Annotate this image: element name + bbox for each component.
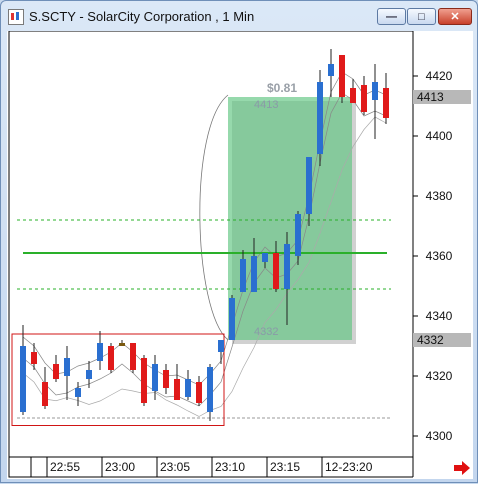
box-bottom-label: 4332 — [254, 326, 278, 338]
candle-body[interactable] — [262, 253, 268, 262]
price-tick-label: 4340 — [426, 309, 453, 323]
candle-body[interactable] — [251, 256, 257, 292]
price-tick-label: 4420 — [426, 69, 453, 83]
candle-body[interactable] — [152, 364, 158, 391]
candle-body[interactable] — [53, 364, 59, 379]
time-tick-label: 23:00 — [105, 460, 135, 474]
candle-body[interactable] — [130, 343, 136, 370]
time-tick-label: 22:55 — [50, 460, 80, 474]
window-title: S.SCTY - SolarCity Corporation , 1 Min — [29, 9, 255, 24]
candle-body[interactable] — [284, 244, 290, 289]
candle-body[interactable] — [185, 379, 191, 397]
candle-body[interactable] — [383, 88, 389, 118]
price-tick-label: 4300 — [426, 429, 453, 443]
candle-body[interactable] — [273, 253, 279, 289]
price-tick-label: 4360 — [426, 249, 453, 263]
maximize-button[interactable]: □ — [407, 8, 436, 25]
profit-zone-box[interactable] — [228, 97, 352, 340]
candle-body[interactable] — [196, 382, 202, 403]
close-icon: ✕ — [450, 11, 460, 23]
candle-body[interactable] — [42, 382, 48, 406]
moving-average-line — [22, 116, 387, 417]
time-axis: 22:55 23:00 23:05 23:10 23:15 12-23:20 — [46, 457, 373, 477]
box-top-label: 4413 — [254, 99, 278, 111]
candle-body[interactable] — [31, 352, 37, 364]
time-tick-label: 23:10 — [215, 460, 245, 474]
candle-body[interactable] — [174, 379, 180, 400]
candle-body[interactable] — [86, 370, 92, 379]
moving-average-line — [22, 92, 387, 407]
current-price-label: 4413 — [417, 90, 444, 104]
candle-body[interactable] — [372, 82, 378, 100]
time-tick-label: 23:05 — [160, 460, 190, 474]
candle-body[interactable] — [339, 55, 345, 97]
candle-body[interactable] — [361, 85, 367, 112]
chart-area[interactable]: $0.81 4413 4332 4300 4320 4340 4360 4380 4400… — [7, 30, 473, 479]
candle-body[interactable] — [295, 214, 301, 256]
minimize-icon: — — [386, 11, 397, 23]
chart-app-icon[interactable] — [8, 9, 24, 25]
price-tick-label: 4380 — [426, 189, 453, 203]
minimize-button[interactable]: — — [377, 8, 406, 25]
candle-body[interactable] — [20, 346, 26, 412]
candle-body[interactable] — [350, 88, 356, 103]
entry-price-box — [413, 333, 471, 347]
time-tick-label: 23:15 — [270, 460, 300, 474]
price-tick-label: 4320 — [426, 369, 453, 383]
candlestick-chart[interactable]: $0.81 4413 4332 4300 4320 4340 4360 4380 4400… — [7, 30, 473, 479]
moving-averages — [22, 71, 387, 417]
scroll-right-arrow-icon[interactable] — [453, 460, 471, 476]
price-axis: 4300 4320 4340 4360 4380 4400 4420 — [413, 69, 453, 443]
title-bar[interactable]: S.SCTY - SolarCity Corporation , 1 Min —… — [1, 1, 477, 31]
consolidation-box[interactable] — [11, 333, 225, 426]
entry-price-label: 4332 — [417, 333, 444, 347]
current-price-box — [413, 90, 471, 104]
candle-body[interactable] — [163, 370, 169, 388]
candle-body[interactable] — [218, 340, 224, 352]
candle-body[interactable] — [229, 298, 235, 340]
candle-body[interactable] — [306, 157, 312, 214]
candle-body[interactable] — [207, 367, 213, 412]
candle-body[interactable] — [75, 388, 81, 397]
price-tick-label: 4400 — [426, 129, 453, 143]
arc-curve — [199, 94, 229, 341]
candles — [20, 49, 389, 421]
candle-body[interactable] — [64, 358, 70, 376]
candle-body[interactable] — [240, 259, 246, 292]
moving-average-line — [22, 71, 387, 386]
time-tick-label: 12-23:20 — [325, 460, 373, 474]
candle-body[interactable] — [108, 346, 114, 370]
maximize-icon: □ — [418, 11, 425, 23]
candle-body[interactable] — [119, 343, 125, 346]
close-button[interactable]: ✕ — [438, 8, 472, 25]
candle-body[interactable] — [97, 343, 103, 361]
candle-body[interactable] — [317, 82, 323, 154]
corner-box — [8, 456, 32, 478]
gain-annotation: $0.81 — [267, 81, 297, 95]
candle-body[interactable] — [328, 64, 334, 76]
candle-body[interactable] — [141, 358, 147, 403]
